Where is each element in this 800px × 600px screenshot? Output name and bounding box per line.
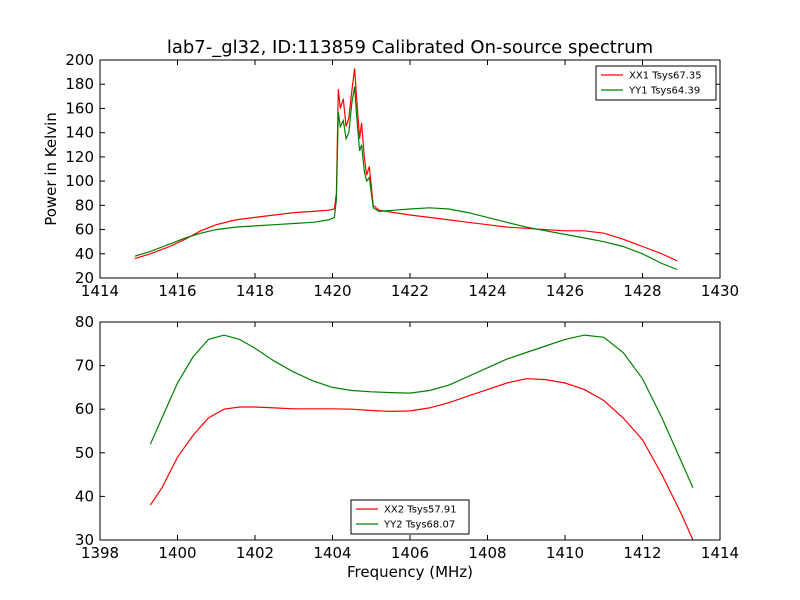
x-tick-label: 1414 [701,544,739,562]
legend-box [350,499,470,535]
legend-box [595,65,717,101]
x-tick-label: 1414 [81,282,119,300]
x-tick-label: 1426 [546,282,584,300]
series-line-1 [149,378,694,541]
y-tick-label: 40 [75,245,94,263]
y-tick-label: 70 [75,357,94,375]
x-tick-label: 1406 [391,544,429,562]
x-tick-label: 1420 [313,282,351,300]
series-line-2 [149,334,694,488]
x-tick-label: 1398 [81,544,119,562]
x-tick-label: 1404 [313,544,351,562]
x-tick-label: 1430 [701,282,739,300]
x-tick-label: 1400 [158,544,196,562]
x-tick-label: 1428 [623,282,661,300]
x-tick-label: 1416 [158,282,196,300]
x-tick-label: 1410 [546,544,584,562]
y-tick-label: 180 [65,75,94,93]
bottom-plot: 1398 1400 1402 1404 1406 1408 1410 1412 1414 30 40… [75,313,739,562]
x-tick-label: 1424 [468,282,506,300]
y-tick-label: 80 [75,313,94,331]
y-tick-label: 40 [75,487,94,505]
chart-title: lab7-_gl32, ID:113859 Calibrated On-sour… [167,37,653,58]
legend-label: YY1 Tsys64.39 [628,86,700,97]
y-tick-label: 50 [75,444,94,462]
y-tick-label: 120 [65,148,94,166]
y-tick-label: 140 [65,124,94,142]
x-tick-label: 1418 [236,282,274,300]
legend-label: XX1 Tsys67.35 [629,71,702,82]
y-tick-label: 200 [65,51,94,69]
y-tick-label: 30 [75,531,94,549]
y-tick-label: 80 [75,196,94,214]
legend-label: XX2 Tsys57.91 [384,505,457,516]
y-tick-label: 160 [65,99,94,117]
y-tick-label: 60 [75,221,94,239]
y-tick-label: 100 [65,172,94,190]
y-tick-label: 60 [75,400,94,418]
x-tick-label: 1402 [236,544,274,562]
top-plot: 1414 1416 1418 1420 1422 1424 1426 1428 1430 20 40… [65,51,739,300]
series-line-2 [134,86,678,271]
x-tick-label: 1412 [623,544,661,562]
x-tick-label: 1408 [468,544,506,562]
y-tick-label: 20 [75,269,94,287]
x-axis-label: Frequency (MHz) [347,563,473,581]
legend-label: YY2 Tsys68.07 [383,520,455,531]
y-axis-label: Power in Kelvin [42,112,60,226]
x-tick-label: 1422 [391,282,429,300]
